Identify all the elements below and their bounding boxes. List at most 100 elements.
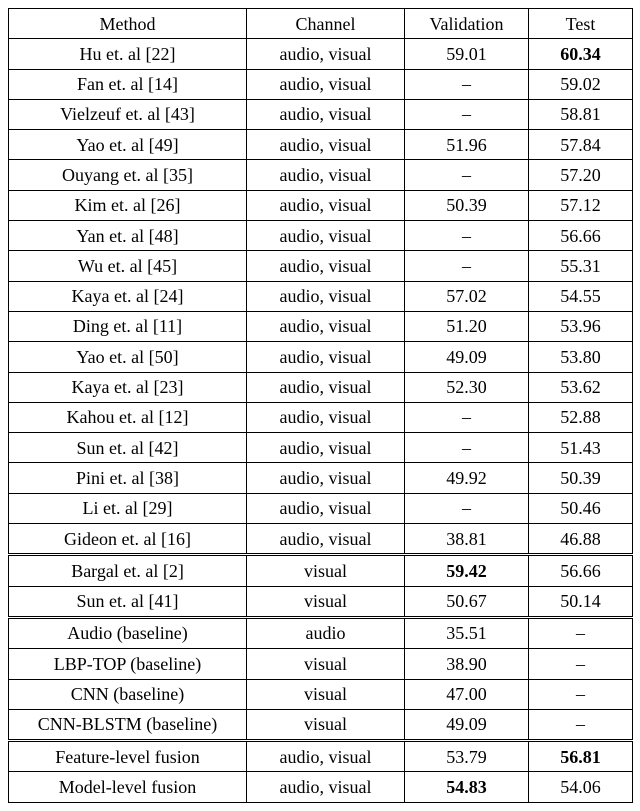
cell-test: 51.43 [529, 433, 633, 463]
cell-method: Sun et. al [41] [9, 586, 247, 617]
cell-method: Kaya et. al [24] [9, 281, 247, 311]
cell-test: – [529, 617, 633, 648]
table-row: LBP-TOP (baseline)visual38.90– [9, 649, 633, 679]
table-row: Sun et. al [41]visual50.6750.14 [9, 586, 633, 617]
cell-validation: 49.09 [405, 342, 529, 372]
cell-test: 59.02 [529, 69, 633, 99]
table-row: Yao et. al [50]audio, visual49.0953.80 [9, 342, 633, 372]
cell-method: Feature-level fusion [9, 741, 247, 772]
cell-method: Li et. al [29] [9, 493, 247, 523]
col-method: Method [9, 9, 247, 39]
col-channel: Channel [247, 9, 405, 39]
cell-method: LBP-TOP (baseline) [9, 649, 247, 679]
table-row: CNN (baseline)visual47.00– [9, 679, 633, 709]
cell-channel: audio, visual [247, 463, 405, 493]
cell-test: 56.66 [529, 555, 633, 586]
cell-method: Pini et. al [38] [9, 463, 247, 493]
cell-channel: visual [247, 555, 405, 586]
cell-channel: audio, visual [247, 493, 405, 523]
cell-test: – [529, 679, 633, 709]
cell-method: Vielzeuf et. al [43] [9, 99, 247, 129]
cell-test: 53.96 [529, 311, 633, 341]
cell-channel: visual [247, 679, 405, 709]
cell-method: Ouyang et. al [35] [9, 160, 247, 190]
cell-method: Kaya et. al [23] [9, 372, 247, 402]
table-row: Kaya et. al [24]audio, visual57.0254.55 [9, 281, 633, 311]
cell-validation: 47.00 [405, 679, 529, 709]
cell-channel: audio, visual [247, 402, 405, 432]
cell-channel: visual [247, 649, 405, 679]
cell-validation: 50.67 [405, 586, 529, 617]
cell-test: 50.39 [529, 463, 633, 493]
cell-channel: audio, visual [247, 342, 405, 372]
table-row: Wu et. al [45]audio, visual–55.31 [9, 251, 633, 281]
cell-method: CNN-BLSTM (baseline) [9, 709, 247, 740]
cell-method: Yao et. al [49] [9, 130, 247, 160]
cell-validation: 59.01 [405, 39, 529, 69]
cell-channel: audio, visual [247, 281, 405, 311]
cell-method: Audio (baseline) [9, 617, 247, 648]
cell-validation: – [405, 69, 529, 99]
cell-validation: 51.20 [405, 311, 529, 341]
cell-method: Kahou et. al [12] [9, 402, 247, 432]
table-row: Fan et. al [14]audio, visual–59.02 [9, 69, 633, 99]
table-row: Yan et. al [48]audio, visual–56.66 [9, 221, 633, 251]
cell-channel: audio, visual [247, 69, 405, 99]
cell-channel: audio, visual [247, 524, 405, 555]
cell-validation: – [405, 402, 529, 432]
cell-method: Wu et. al [45] [9, 251, 247, 281]
table-row: Ouyang et. al [35]audio, visual–57.20 [9, 160, 633, 190]
cell-test: 53.80 [529, 342, 633, 372]
table-row: Li et. al [29]audio, visual–50.46 [9, 493, 633, 523]
table-row: Vielzeuf et. al [43]audio, visual–58.81 [9, 99, 633, 129]
cell-method: Gideon et. al [16] [9, 524, 247, 555]
cell-test: 50.14 [529, 586, 633, 617]
cell-validation: 52.30 [405, 372, 529, 402]
table-row: Audio (baseline)audio35.51– [9, 617, 633, 648]
cell-validation: 59.42 [405, 555, 529, 586]
cell-validation: – [405, 433, 529, 463]
cell-test: 56.66 [529, 221, 633, 251]
table-row: Yao et. al [49]audio, visual51.9657.84 [9, 130, 633, 160]
cell-validation: – [405, 221, 529, 251]
cell-method: Bargal et. al [2] [9, 555, 247, 586]
cell-validation: 50.39 [405, 190, 529, 220]
col-test: Test [529, 9, 633, 39]
cell-channel: visual [247, 586, 405, 617]
table-row: Sun et. al [42]audio, visual–51.43 [9, 433, 633, 463]
cell-validation: 54.83 [405, 772, 529, 802]
cell-channel: audio, visual [247, 99, 405, 129]
cell-channel: audio, visual [247, 190, 405, 220]
cell-method: Yao et. al [50] [9, 342, 247, 372]
cell-validation: – [405, 99, 529, 129]
cell-test: 56.81 [529, 741, 633, 772]
cell-validation: 49.09 [405, 709, 529, 740]
cell-test: 54.06 [529, 772, 633, 802]
table-row: Ding et. al [11]audio, visual51.2053.96 [9, 311, 633, 341]
cell-method: CNN (baseline) [9, 679, 247, 709]
cell-method: Kim et. al [26] [9, 190, 247, 220]
cell-channel: audio, visual [247, 772, 405, 802]
table-row: CNN-BLSTM (baseline)visual49.09– [9, 709, 633, 740]
cell-test: 53.62 [529, 372, 633, 402]
cell-validation: 49.92 [405, 463, 529, 493]
cell-test: 58.81 [529, 99, 633, 129]
cell-channel: audio, visual [247, 39, 405, 69]
cell-channel: audio, visual [247, 251, 405, 281]
table-row: Gideon et. al [16]audio, visual38.8146.8… [9, 524, 633, 555]
col-validation: Validation [405, 9, 529, 39]
table-row: Hu et. al [22]audio, visual59.0160.34 [9, 39, 633, 69]
cell-test: 55.31 [529, 251, 633, 281]
cell-method: Fan et. al [14] [9, 69, 247, 99]
table-row: Pini et. al [38]audio, visual49.9250.39 [9, 463, 633, 493]
cell-validation: 57.02 [405, 281, 529, 311]
results-table: MethodChannelValidationTestHu et. al [22… [8, 8, 633, 803]
cell-test: 50.46 [529, 493, 633, 523]
cell-channel: audio, visual [247, 741, 405, 772]
table-row: Model-level fusionaudio, visual54.8354.0… [9, 772, 633, 802]
cell-validation: – [405, 493, 529, 523]
cell-validation: 35.51 [405, 617, 529, 648]
cell-method: Model-level fusion [9, 772, 247, 802]
cell-validation: 51.96 [405, 130, 529, 160]
cell-channel: audio, visual [247, 130, 405, 160]
